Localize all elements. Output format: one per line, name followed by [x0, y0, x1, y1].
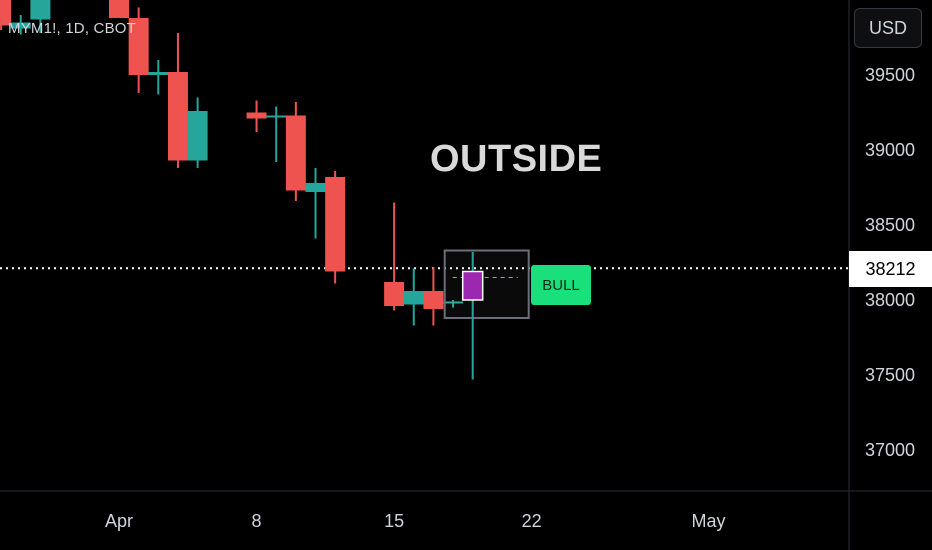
candle-body — [266, 115, 287, 118]
candle-body — [0, 0, 12, 26]
candle-body — [325, 177, 346, 272]
x-tick-label: May — [691, 511, 725, 531]
candle-body — [167, 72, 188, 161]
y-tick-label: 39500 — [865, 65, 915, 85]
candle-body — [246, 112, 267, 119]
candle-body — [305, 183, 326, 192]
candle-body — [384, 282, 405, 306]
x-tick-label: 22 — [522, 511, 542, 531]
y-tick-label: 38500 — [865, 215, 915, 235]
x-tick-label: Apr — [105, 511, 133, 531]
x-tick-label: 15 — [384, 511, 404, 531]
candle-body — [30, 0, 51, 20]
y-tick-label: 37500 — [865, 365, 915, 385]
y-tick-label: 38000 — [865, 290, 915, 310]
candle-body — [443, 301, 464, 304]
candle-body — [403, 291, 424, 305]
candle-body — [187, 111, 208, 161]
currency-button[interactable]: USD — [854, 8, 922, 48]
outside-bar-box — [443, 249, 530, 319]
bull-signal-label: BULL — [531, 265, 591, 305]
y-tick-label: 39000 — [865, 140, 915, 160]
candle-body — [128, 18, 149, 75]
pattern-title: OUTSIDE — [430, 138, 603, 180]
candle-body — [148, 72, 169, 75]
current-price-badge: 38212 — [849, 251, 932, 287]
candle-body — [423, 291, 444, 309]
x-tick-label: 8 — [252, 511, 262, 531]
highlighted-candle — [461, 270, 484, 301]
candle-body — [10, 22, 31, 29]
symbol-label[interactable]: MYM1!, 1D, CBOT — [8, 20, 137, 37]
y-tick-label: 37000 — [865, 440, 915, 460]
candle-body — [285, 115, 306, 191]
candle-body — [109, 0, 129, 18]
